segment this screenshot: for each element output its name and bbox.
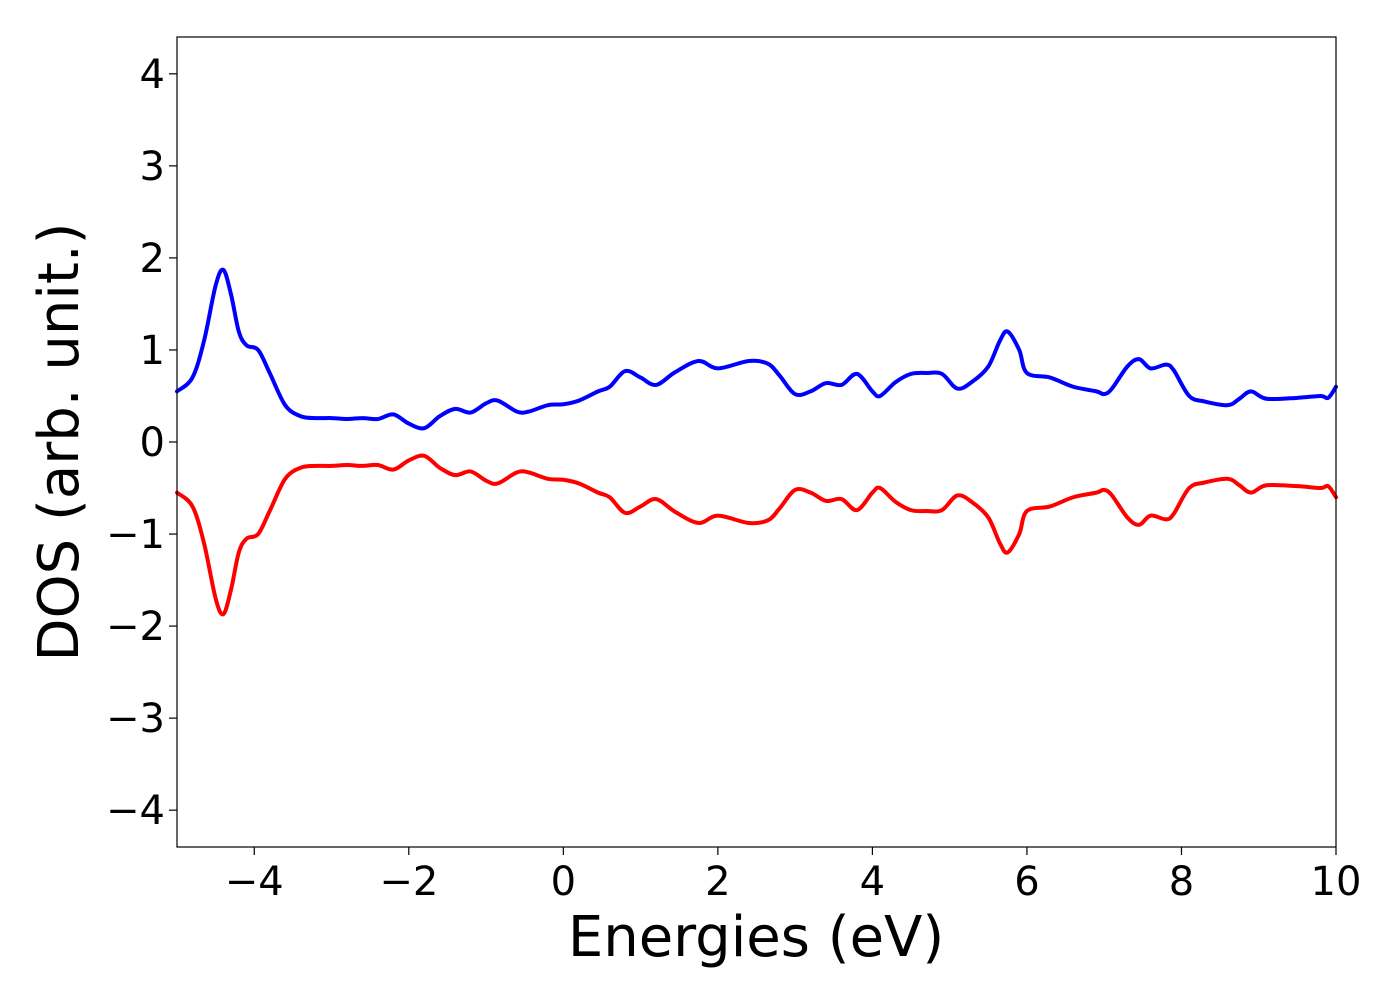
x-tick-label: 4 [860, 859, 885, 905]
x-tick-label: 0 [551, 859, 576, 905]
x-tick-label: −2 [379, 859, 438, 905]
y-axis-title: DOS (arb. unit.) [27, 222, 92, 661]
y-tick-label: 4 [140, 52, 165, 98]
y-tick-label: 3 [140, 144, 165, 190]
x-tick-label: 8 [1169, 859, 1194, 905]
y-tick-label: 0 [140, 420, 165, 466]
y-tick-label: −3 [106, 696, 165, 742]
x-axis-ticks: −4 −2 0 2 4 6 8 10 [225, 847, 1362, 905]
y-tick-label: 2 [140, 236, 165, 282]
x-tick-label: 10 [1311, 859, 1362, 905]
x-tick-label: −4 [225, 859, 284, 905]
y-tick-label: −4 [106, 788, 165, 834]
x-tick-label: 2 [705, 859, 730, 905]
series-line-2 [175, 453, 1338, 617]
plot-frame [176, 36, 1337, 848]
y-axis-ticks: 4 3 2 1 0 −1 −2 −3 −4 [106, 52, 177, 834]
y-tick-label: −1 [106, 512, 165, 558]
x-tick-label: 6 [1014, 859, 1039, 905]
y-tick-label: 1 [140, 328, 165, 374]
y-tick-label: −2 [106, 604, 165, 650]
x-axis-title: Energies (eV) [568, 905, 944, 970]
series-layer [175, 267, 1338, 617]
series-line-1 [175, 267, 1338, 431]
